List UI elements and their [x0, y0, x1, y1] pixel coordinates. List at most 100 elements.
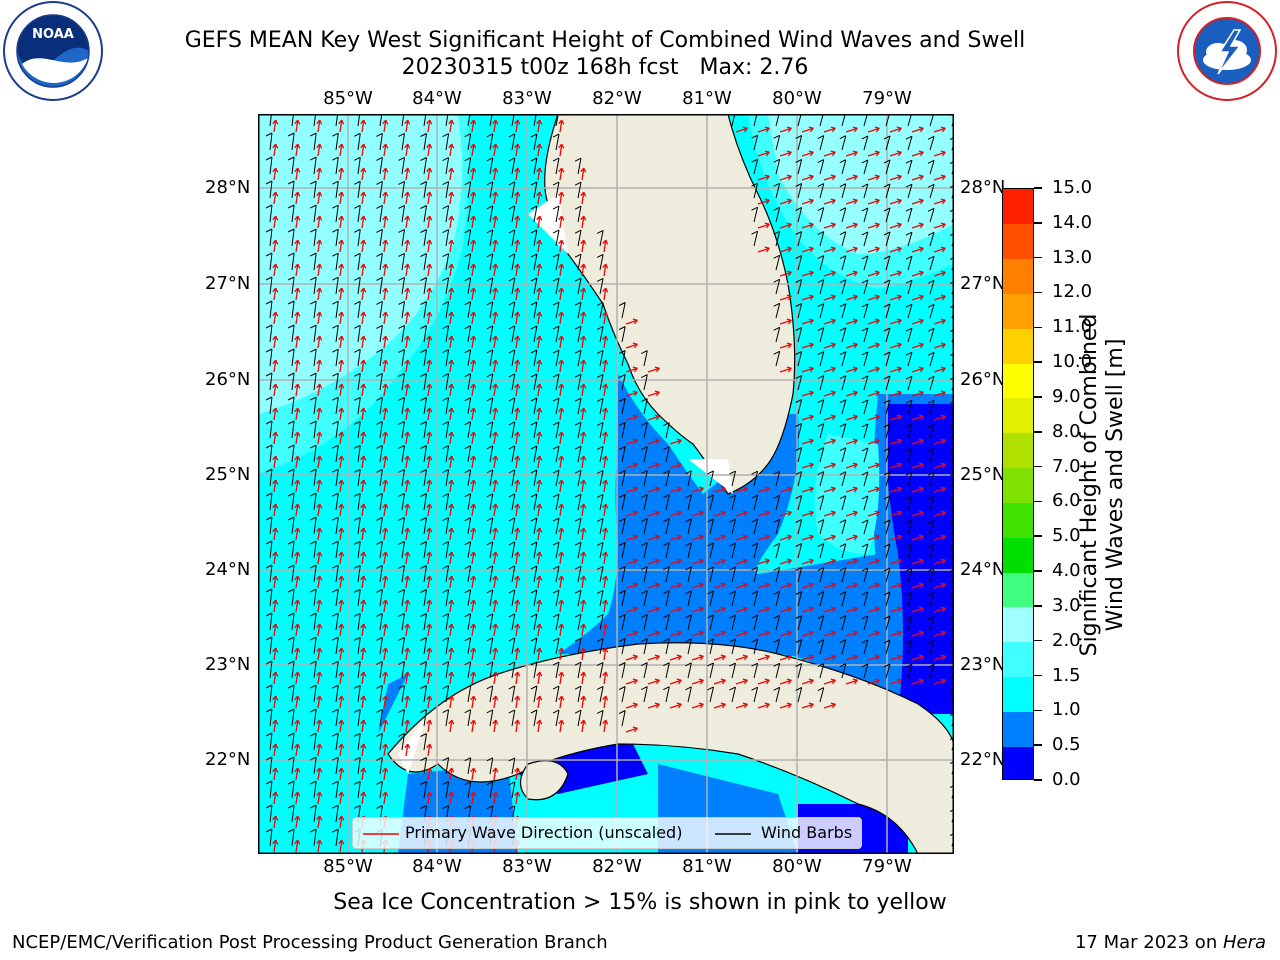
wave-direction-arrow [713, 558, 726, 565]
wave-direction-arrow [580, 191, 587, 205]
wind-barb [486, 349, 494, 367]
wave-direction-arrow [602, 623, 609, 637]
wave-direction-arrow [492, 407, 499, 421]
wave-direction-arrow [580, 431, 587, 445]
wave-direction-arrow [735, 702, 748, 709]
wave-direction-arrow [779, 246, 792, 253]
wave-direction-arrow [558, 383, 565, 397]
wind-barb [398, 564, 405, 583]
wave-direction-arrow [558, 575, 565, 589]
wind-barb [265, 828, 273, 847]
wave-direction-arrow [514, 287, 521, 301]
wind-barb [552, 685, 560, 703]
wave-direction-arrow [448, 431, 455, 445]
wind-barb [508, 397, 516, 415]
wind-barb [376, 588, 383, 607]
wave-direction-arrow [338, 335, 345, 349]
wind-barb [839, 255, 847, 271]
wind-barb [883, 303, 891, 319]
wave-direction-arrow [911, 462, 924, 469]
wind-barb [287, 420, 295, 439]
wind-barb [839, 399, 847, 415]
wind-barb [663, 590, 670, 607]
wind-barb [729, 114, 736, 127]
wave-direction-arrow [404, 431, 411, 445]
wind-barb [817, 399, 825, 415]
wind-barb [376, 612, 383, 631]
wind-barb [420, 373, 427, 391]
colorbar-tick-mark [1034, 744, 1042, 746]
wind-barb [332, 420, 339, 439]
wave-direction-arrow [889, 654, 902, 661]
wave-direction-arrow [889, 606, 902, 613]
wave-direction-arrow [470, 191, 477, 205]
wave-direction-arrow [294, 527, 301, 541]
wind-barb [420, 421, 427, 439]
wave-direction-arrow [757, 222, 770, 229]
wind-barb [641, 590, 648, 607]
wind-barb [574, 301, 582, 319]
wave-direction-arrow [470, 167, 477, 181]
wind-barb [530, 421, 538, 439]
wind-barb [464, 133, 472, 151]
wave-direction-arrow [735, 558, 748, 565]
wind-barb [398, 132, 405, 151]
wind-barb [883, 447, 891, 463]
wave-direction-arrow [625, 390, 638, 397]
wind-barb [287, 804, 295, 823]
wind-barb [618, 614, 626, 631]
wind-barb [511, 114, 515, 127]
wave-direction-arrow [625, 438, 638, 445]
wind-barb [508, 133, 516, 151]
wave-direction-arrow [360, 143, 367, 157]
wind-barb [751, 230, 759, 247]
wave-direction-arrow [713, 534, 726, 541]
wind-barb [596, 709, 604, 727]
wind-barb [861, 135, 869, 151]
wind-barb [663, 470, 670, 487]
wind-barb [641, 446, 648, 463]
wave-direction-arrow [845, 678, 858, 685]
wave-direction-arrow [536, 191, 543, 205]
wind-barb [287, 780, 295, 799]
wind-barb [464, 757, 472, 775]
wave-direction-arrow [294, 575, 301, 589]
wind-barb [354, 516, 361, 535]
wave-direction-arrow [713, 630, 726, 637]
wave-direction-arrow [426, 215, 433, 229]
wave-direction-arrow [845, 318, 858, 325]
lon-label-top: 82°W [592, 88, 642, 109]
wind-barb [618, 446, 626, 463]
wind-barb [376, 780, 383, 799]
wind-barb [376, 420, 383, 439]
wind-barb [773, 254, 781, 271]
wave-direction-arrow [867, 534, 880, 541]
wind-barb [309, 204, 317, 223]
wind-barb [552, 277, 560, 295]
wind-barb [552, 229, 560, 247]
wave-direction-arrow [382, 695, 389, 709]
wave-direction-arrow [713, 510, 726, 517]
wave-direction-arrow [382, 455, 389, 469]
wind-barb [332, 156, 339, 175]
colorbar-tick-label: 0.5 [1052, 734, 1081, 756]
wave-direction-arrow [316, 239, 323, 253]
wind-barb [618, 494, 626, 511]
wave-direction-arrow [360, 311, 367, 325]
wind-barb [376, 564, 383, 583]
wave-direction-arrow [757, 246, 770, 253]
wind-barb [618, 710, 626, 727]
wave-direction-arrow [691, 702, 704, 709]
wind-barb [309, 756, 317, 775]
wave-direction-arrow [470, 479, 477, 493]
wind-barb [729, 590, 736, 607]
wind-barb [883, 375, 891, 391]
wave-direction-arrow [514, 239, 521, 253]
wave-direction-arrow [360, 455, 367, 469]
wind-barb [795, 663, 803, 679]
wave-direction-arrow [404, 383, 411, 397]
wind-barb [773, 158, 781, 175]
wave-direction-arrow [933, 390, 946, 397]
wind-barb [596, 589, 604, 607]
colorbar-tick-mark [1034, 709, 1042, 712]
